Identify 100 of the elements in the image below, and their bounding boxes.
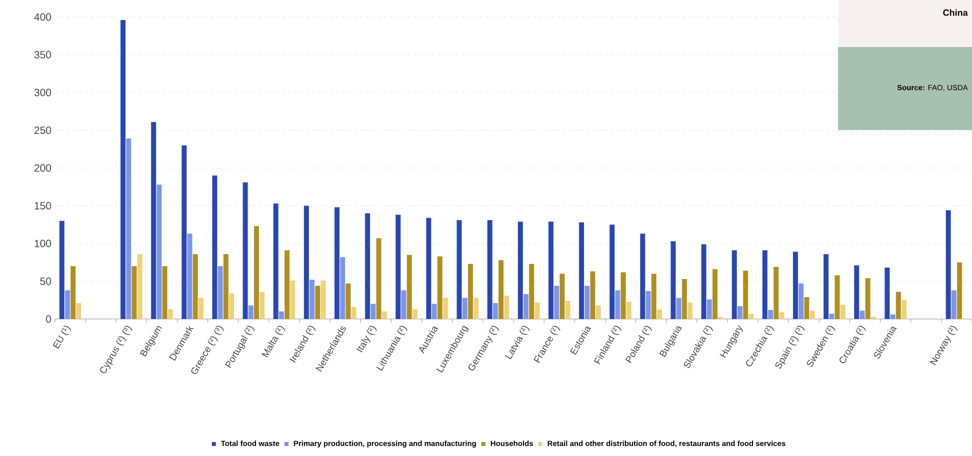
bar <box>212 176 218 319</box>
bar <box>456 220 462 319</box>
y-tick-label: 0 <box>46 315 52 323</box>
bar <box>579 222 584 319</box>
bar <box>260 292 265 319</box>
bar <box>168 309 173 319</box>
bar <box>132 266 137 319</box>
bar <box>890 314 896 319</box>
bar <box>732 250 737 319</box>
bar <box>426 218 432 319</box>
bar <box>492 303 498 319</box>
bar <box>406 254 412 319</box>
bar <box>504 296 510 319</box>
bar <box>896 292 901 319</box>
bar <box>768 310 774 319</box>
bar <box>59 220 64 319</box>
bar <box>151 122 156 319</box>
bar <box>596 305 601 319</box>
bar <box>518 222 523 319</box>
bar <box>198 298 204 319</box>
y-tick-label: 250 <box>34 126 52 134</box>
bar <box>840 304 846 319</box>
bar <box>646 291 651 319</box>
bar <box>748 314 754 319</box>
bar <box>610 224 615 319</box>
bar <box>304 206 309 319</box>
y-tick-label: 50 <box>40 278 52 285</box>
bar <box>382 311 387 319</box>
bar <box>529 264 534 319</box>
text: China <box>943 9 968 16</box>
bar <box>351 306 356 319</box>
bar <box>346 284 351 319</box>
y-tick-label: 150 <box>34 202 52 210</box>
bar <box>584 286 590 319</box>
bar <box>884 268 890 319</box>
bar <box>273 203 278 319</box>
y-tick-label: 200 <box>34 164 52 172</box>
bar <box>854 265 860 319</box>
bar <box>620 272 626 319</box>
bar <box>901 300 906 319</box>
bar <box>315 286 320 319</box>
bar <box>534 302 540 319</box>
bar <box>401 290 406 319</box>
bar <box>951 290 956 319</box>
bar <box>187 234 192 319</box>
bar <box>676 298 682 319</box>
bar <box>498 260 504 319</box>
bar <box>712 269 718 319</box>
bar <box>487 220 492 319</box>
bar <box>218 266 223 319</box>
bar <box>737 306 742 319</box>
x-tick-label: EU (¹) <box>52 326 72 349</box>
bar <box>829 314 834 319</box>
bar <box>779 312 784 319</box>
bar <box>310 280 315 319</box>
bar <box>701 244 706 319</box>
bar <box>278 311 284 319</box>
bar <box>824 254 829 319</box>
bar <box>340 257 346 319</box>
bar <box>432 304 437 319</box>
bar <box>120 20 126 319</box>
bar <box>474 298 479 319</box>
bar <box>370 304 376 319</box>
bar <box>810 310 815 319</box>
bar <box>290 280 296 319</box>
bar <box>670 241 676 319</box>
bar <box>156 184 162 319</box>
bar <box>615 290 620 319</box>
bar <box>548 222 554 319</box>
bar <box>688 302 693 319</box>
bar <box>376 238 382 319</box>
bar <box>76 303 82 319</box>
bar <box>254 226 259 319</box>
y-tick-label: 300 <box>34 88 52 96</box>
bar <box>626 302 632 319</box>
bar <box>192 254 198 319</box>
bar <box>229 293 234 319</box>
bar <box>792 252 798 319</box>
bar <box>284 250 290 319</box>
bar <box>682 278 687 319</box>
bar <box>462 298 468 319</box>
bar <box>365 213 370 319</box>
bar <box>590 271 596 319</box>
y-tick-label: 400 <box>34 13 52 21</box>
bar <box>396 214 401 319</box>
bar <box>64 290 70 319</box>
bar <box>468 264 473 319</box>
bar <box>656 309 662 319</box>
bar <box>804 297 810 319</box>
bar <box>412 309 418 319</box>
bar <box>523 294 528 319</box>
bar <box>640 234 646 319</box>
bar <box>70 266 76 319</box>
bar <box>437 256 442 319</box>
bar <box>865 278 870 319</box>
bar <box>798 284 804 319</box>
bar <box>860 310 865 319</box>
bar <box>565 300 570 319</box>
bar <box>334 207 340 319</box>
bar <box>223 254 228 319</box>
